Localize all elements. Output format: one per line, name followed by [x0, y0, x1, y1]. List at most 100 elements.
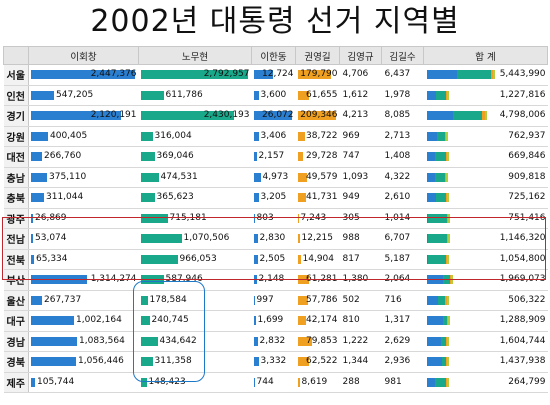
lee-hoi-chang-cell: 53,074 — [28, 228, 139, 250]
value-bar — [140, 295, 148, 305]
value-label: 909,818 — [508, 171, 546, 182]
total-segment — [426, 234, 428, 244]
total-segment — [426, 111, 453, 121]
total-segment — [436, 131, 445, 141]
lee-hoi-chang-cell: 375,110 — [28, 167, 139, 188]
total-segment — [435, 193, 446, 203]
value-label: 1,699 — [257, 315, 284, 326]
lee-hoi-chang-cell: 311,044 — [28, 187, 139, 209]
value-label: 1,054,800 — [499, 253, 546, 264]
value-bar — [140, 377, 147, 387]
value-label: 57,786 — [306, 294, 338, 305]
total-segment — [426, 336, 441, 346]
header-kwon-young-gil: 권영길 — [295, 46, 340, 65]
value-bar — [31, 295, 42, 305]
value-bar — [31, 193, 44, 203]
value-bar — [297, 336, 312, 346]
table-row: 경남 1,083,564 434,642 2,832 79,853 1,222 2,629 1… — [3, 331, 548, 352]
value-label: 3,600 — [260, 89, 287, 100]
kim-gil-su-cell: 4,322 — [381, 167, 424, 188]
total-stacked-bar — [426, 193, 449, 203]
table-row: 울산 267,737 178,584 997 57,786 502 716 506,322 — [3, 290, 548, 311]
lee-hoi-chang-cell: 2,447,376 — [28, 64, 139, 86]
value-bar — [297, 152, 303, 162]
total-segment — [427, 234, 447, 244]
total-segment — [446, 336, 449, 346]
value-label: 42,174 — [306, 315, 338, 326]
value-label: 1,978 — [384, 89, 411, 100]
lee-han-dong-cell: 2,157 — [251, 146, 296, 168]
value-bar — [140, 316, 150, 326]
value-bar — [253, 377, 255, 387]
value-bar — [140, 254, 178, 264]
value-bar — [253, 295, 255, 305]
region-cell: 경북 — [3, 351, 29, 373]
value-label: 1,083,564 — [79, 335, 125, 346]
value-bar — [297, 377, 300, 387]
region-cell: 경기 — [3, 105, 29, 127]
value-label: 506,322 — [508, 294, 546, 305]
kim-gil-su-cell: 716 — [381, 290, 424, 311]
total-segment — [445, 377, 447, 387]
lee-hoi-chang-cell: 547,205 — [28, 85, 139, 106]
roh-moo-hyun-cell: 240,745 — [138, 310, 252, 332]
total-segment — [426, 377, 435, 387]
total-segment — [446, 90, 449, 100]
kwon-young-gil-cell: 12,215 — [295, 228, 340, 250]
value-label: 669,846 — [508, 151, 546, 162]
kim-gil-su-cell: 1,408 — [381, 146, 424, 168]
kim-gil-su-cell: 6,707 — [381, 228, 424, 250]
value-label: 1,288,909 — [499, 315, 546, 326]
value-label: 2,447,376 — [90, 69, 137, 80]
region-cell: 경남 — [3, 331, 29, 352]
roh-moo-hyun-cell: 311,358 — [138, 351, 252, 373]
value-label: 267,737 — [44, 294, 82, 305]
value-bar — [31, 336, 77, 346]
value-label: 264,799 — [508, 376, 546, 387]
region-cell: 울산 — [3, 290, 29, 311]
total-segment — [445, 172, 448, 182]
total-segment — [456, 70, 491, 80]
value-bar — [297, 172, 307, 182]
value-bar — [31, 377, 35, 387]
lee-hoi-chang-cell: 65,334 — [28, 249, 139, 270]
table-row: 전남 53,074 1,070,506 2,830 12,215 988 6,707 1,14… — [3, 228, 548, 250]
kim-young-gyu-cell: 4,706 — [339, 64, 382, 86]
value-bar — [297, 70, 331, 80]
lee-han-dong-cell: 997 — [251, 290, 296, 311]
value-label: 1,604,744 — [499, 335, 546, 346]
value-label: 547,205 — [56, 89, 94, 100]
region-cell: 대구 — [3, 310, 29, 332]
value-label: 4,322 — [384, 171, 411, 182]
kim-young-gyu-cell: 1,222 — [339, 331, 382, 352]
lee-hoi-chang-cell: 1,002,164 — [28, 310, 139, 332]
value-label: 1,070,506 — [183, 233, 230, 244]
value-label: 2,713 — [384, 130, 411, 141]
value-bar — [140, 336, 158, 346]
roh-moo-hyun-cell: 178,584 — [138, 290, 252, 311]
table-row: 경북 1,056,446 311,358 3,332 62,522 1,344 2,936 1… — [3, 351, 548, 373]
kim-gil-su-cell: 2,936 — [381, 351, 424, 373]
value-label: 8,085 — [384, 110, 411, 120]
value-label: 266,760 — [44, 151, 82, 162]
total-segment — [445, 254, 447, 264]
total-segment — [444, 295, 447, 305]
total-segment — [490, 70, 493, 80]
value-label: 2,505 — [259, 253, 286, 264]
value-bar — [253, 193, 259, 203]
value-label: 178,584 — [149, 294, 187, 305]
value-label: 1,408 — [384, 151, 411, 161]
value-label: 1,056,446 — [78, 356, 124, 367]
value-bar — [31, 111, 121, 121]
total-cell: 1,604,744 — [423, 331, 548, 352]
value-label: 4,798,006 — [499, 110, 546, 121]
value-label: 725,162 — [508, 192, 546, 203]
value-bar — [140, 172, 159, 182]
table-row: 서울 2,447,376 2,792,957 12,724 179,790 4,706 6,… — [3, 64, 548, 86]
value-bar — [297, 316, 306, 326]
total-segment — [426, 70, 457, 80]
kwon-young-gil-cell: 49,579 — [295, 167, 340, 188]
value-label: 61,655 — [306, 89, 338, 100]
value-label: 49,579 — [306, 171, 338, 182]
lee-han-dong-cell: 3,406 — [251, 126, 296, 147]
